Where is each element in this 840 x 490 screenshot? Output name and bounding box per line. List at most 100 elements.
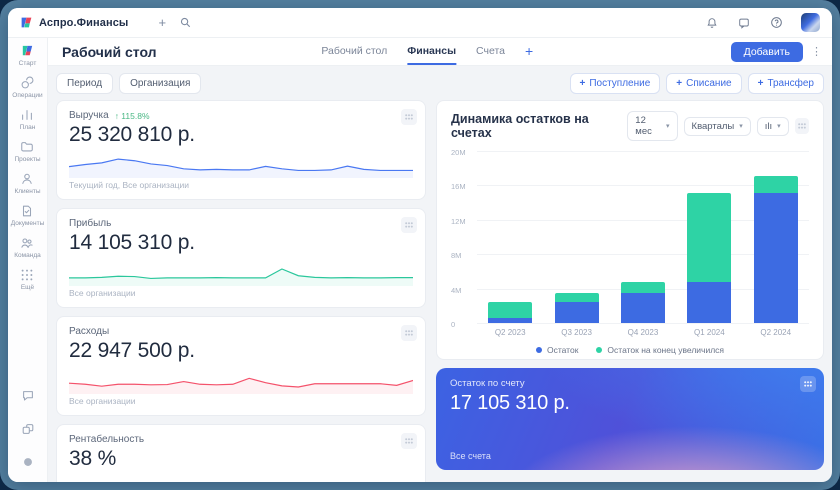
bar-segment <box>687 281 732 323</box>
bar-segment <box>554 301 599 323</box>
sidebar-item-clients[interactable]: Клиенты <box>11 172 45 195</box>
sidebar-item-start[interactable]: Старт <box>11 43 45 67</box>
new-tab-plus-icon[interactable]: + <box>158 15 167 30</box>
dropdown-label: 12 мес <box>635 115 652 137</box>
period-dropdown[interactable]: 12 мес ▾ <box>627 111 678 141</box>
bar-segment <box>620 281 665 293</box>
bar-segment <box>753 175 798 194</box>
kpi-card-расходы: Расходы 22 947 500 р. Все организации <box>56 316 426 416</box>
kpi-growth-badge: ↑ 115.8% <box>114 110 150 121</box>
sparkline-chart <box>69 151 413 178</box>
bar-q2-2023[interactable] <box>488 301 533 323</box>
bar-segment <box>620 292 665 323</box>
chevron-down-icon: ▾ <box>666 123 670 130</box>
messages-icon[interactable] <box>737 16 751 30</box>
action-button-списание[interactable]: + Списание <box>666 72 742 94</box>
account-balance-card: Остаток по счету 17 105 310 р. Все счета <box>436 368 824 470</box>
legend-dot <box>596 347 603 353</box>
sidebar-item-label: Клиенты <box>14 188 41 195</box>
add-button[interactable]: Добавить <box>730 41 803 62</box>
drag-handle-icon[interactable] <box>401 325 417 341</box>
notifications-bell-icon[interactable] <box>705 16 719 30</box>
kpi-value: 38 % <box>69 447 117 470</box>
bar-q4-2023[interactable] <box>620 281 665 323</box>
tab-2[interactable]: Финансы <box>407 38 457 65</box>
sidebar-item-operations[interactable]: Операции <box>11 76 45 99</box>
status-dot-icon[interactable] <box>21 455 35 474</box>
sidebar-item-label: Старт <box>18 60 37 67</box>
drag-handle-icon[interactable] <box>794 118 809 134</box>
bar-segment <box>687 193 732 282</box>
sidebar-item-projects[interactable]: Проекты <box>11 140 45 163</box>
y-axis-tick: 16M <box>451 182 466 192</box>
help-icon[interactable] <box>769 16 783 30</box>
tab-1[interactable]: Рабочий стол <box>321 44 388 57</box>
action-button-трансфер[interactable]: + Трансфер <box>747 72 824 94</box>
workspace-tabs: Рабочий стол Финансы Счета + <box>321 38 533 65</box>
bar-q2-2024[interactable] <box>753 175 798 323</box>
chart-gridline: 20M <box>451 148 809 157</box>
legend-item: Остаток на конец увеличился <box>596 345 724 355</box>
chart-gridline: 16M <box>451 182 809 191</box>
balance-caption: Все счета <box>450 451 491 461</box>
filter-chip-2[interactable]: Организация <box>119 72 202 94</box>
chart-legend: Остаток Остаток на конец увеличился <box>451 345 809 355</box>
sidebar-item-label: Ещё <box>20 284 35 291</box>
kpi-caption: Текущий год, Все организации <box>69 180 190 190</box>
y-axis-tick: 0 <box>451 320 456 329</box>
sparkline-chart <box>69 259 413 286</box>
granularity-dropdown[interactable]: Кварталы ▾ <box>683 116 751 136</box>
sidebar-item-label: Проекты <box>14 156 41 163</box>
bar-q3-2023[interactable] <box>554 292 599 323</box>
x-axis-label: Q2 2024 <box>760 328 792 337</box>
drag-handle-icon[interactable] <box>401 433 417 449</box>
drag-handle-icon[interactable] <box>800 376 816 392</box>
sparkline-chart <box>69 475 413 482</box>
sidebar-item-team[interactable]: Команда <box>11 236 45 259</box>
kpi-title: Выручка <box>69 110 109 121</box>
kpi-value: 25 320 810 р. <box>69 123 195 146</box>
add-tab-plus-icon[interactable]: + <box>525 42 534 59</box>
plan-icon <box>20 108 34 122</box>
drag-handle-icon[interactable] <box>401 109 417 125</box>
action-button-поступление[interactable]: + Поступление <box>569 72 661 94</box>
filter-chip-1[interactable]: Период <box>56 72 114 94</box>
balance-label: Остаток по счету <box>450 378 525 389</box>
balance-dynamics-chart-card: Динамика остатков на счетах 12 мес ▾ Кварт… <box>436 100 824 360</box>
kpi-title: Расходы <box>69 326 110 337</box>
sidebar-item-more[interactable]: Ещё <box>11 268 45 291</box>
legend-item: Остаток <box>535 345 578 355</box>
y-axis-tick: 12M <box>451 216 466 226</box>
app-logo-icon <box>21 17 32 28</box>
filter-row: Период Организация + Поступление + Списание +… <box>48 66 832 94</box>
bar-segment <box>488 301 533 318</box>
kpi-title: Прибыль <box>69 218 112 229</box>
bar-segment <box>554 292 599 302</box>
kpi-card-выручка: Выручка ↑ 115.8% 25 320 810 р. Текущий г… <box>56 100 426 200</box>
bar-q1-2024[interactable] <box>687 193 732 323</box>
projects-icon <box>20 140 34 154</box>
kpi-caption: Все организации <box>69 288 136 298</box>
plus-icon: + <box>579 77 586 89</box>
chart-gridline: 12M <box>451 217 809 226</box>
sidebar-item-label: Команда <box>14 252 41 259</box>
kpi-caption: Все организации <box>69 396 136 406</box>
support-chat-icon[interactable] <box>21 389 35 408</box>
drag-handle-icon[interactable] <box>401 217 417 233</box>
bar-chart-plot: 20M 16M 12M 8M 4M 0 <box>451 148 809 329</box>
chart-type-dropdown[interactable]: ılı ▾ <box>756 116 789 136</box>
dropdown-label: Кварталы <box>691 120 735 132</box>
chart-gridline: 8M <box>451 251 809 260</box>
plus-icon: + <box>676 77 683 89</box>
chevron-down-icon: ▾ <box>777 123 781 130</box>
search-icon[interactable] <box>180 17 191 28</box>
start-icon <box>20 43 35 58</box>
tab-3[interactable]: Счета <box>476 44 506 57</box>
integrations-icon[interactable] <box>21 422 35 441</box>
more-options-icon[interactable]: ⋮ <box>811 46 822 58</box>
sidebar-item-plan[interactable]: План <box>11 108 45 131</box>
sidebar: Старт Операции План Проекты Клиенты Доку… <box>8 38 48 482</box>
user-avatar[interactable] <box>801 13 820 32</box>
sidebar-item-documents[interactable]: Документы <box>11 204 44 227</box>
